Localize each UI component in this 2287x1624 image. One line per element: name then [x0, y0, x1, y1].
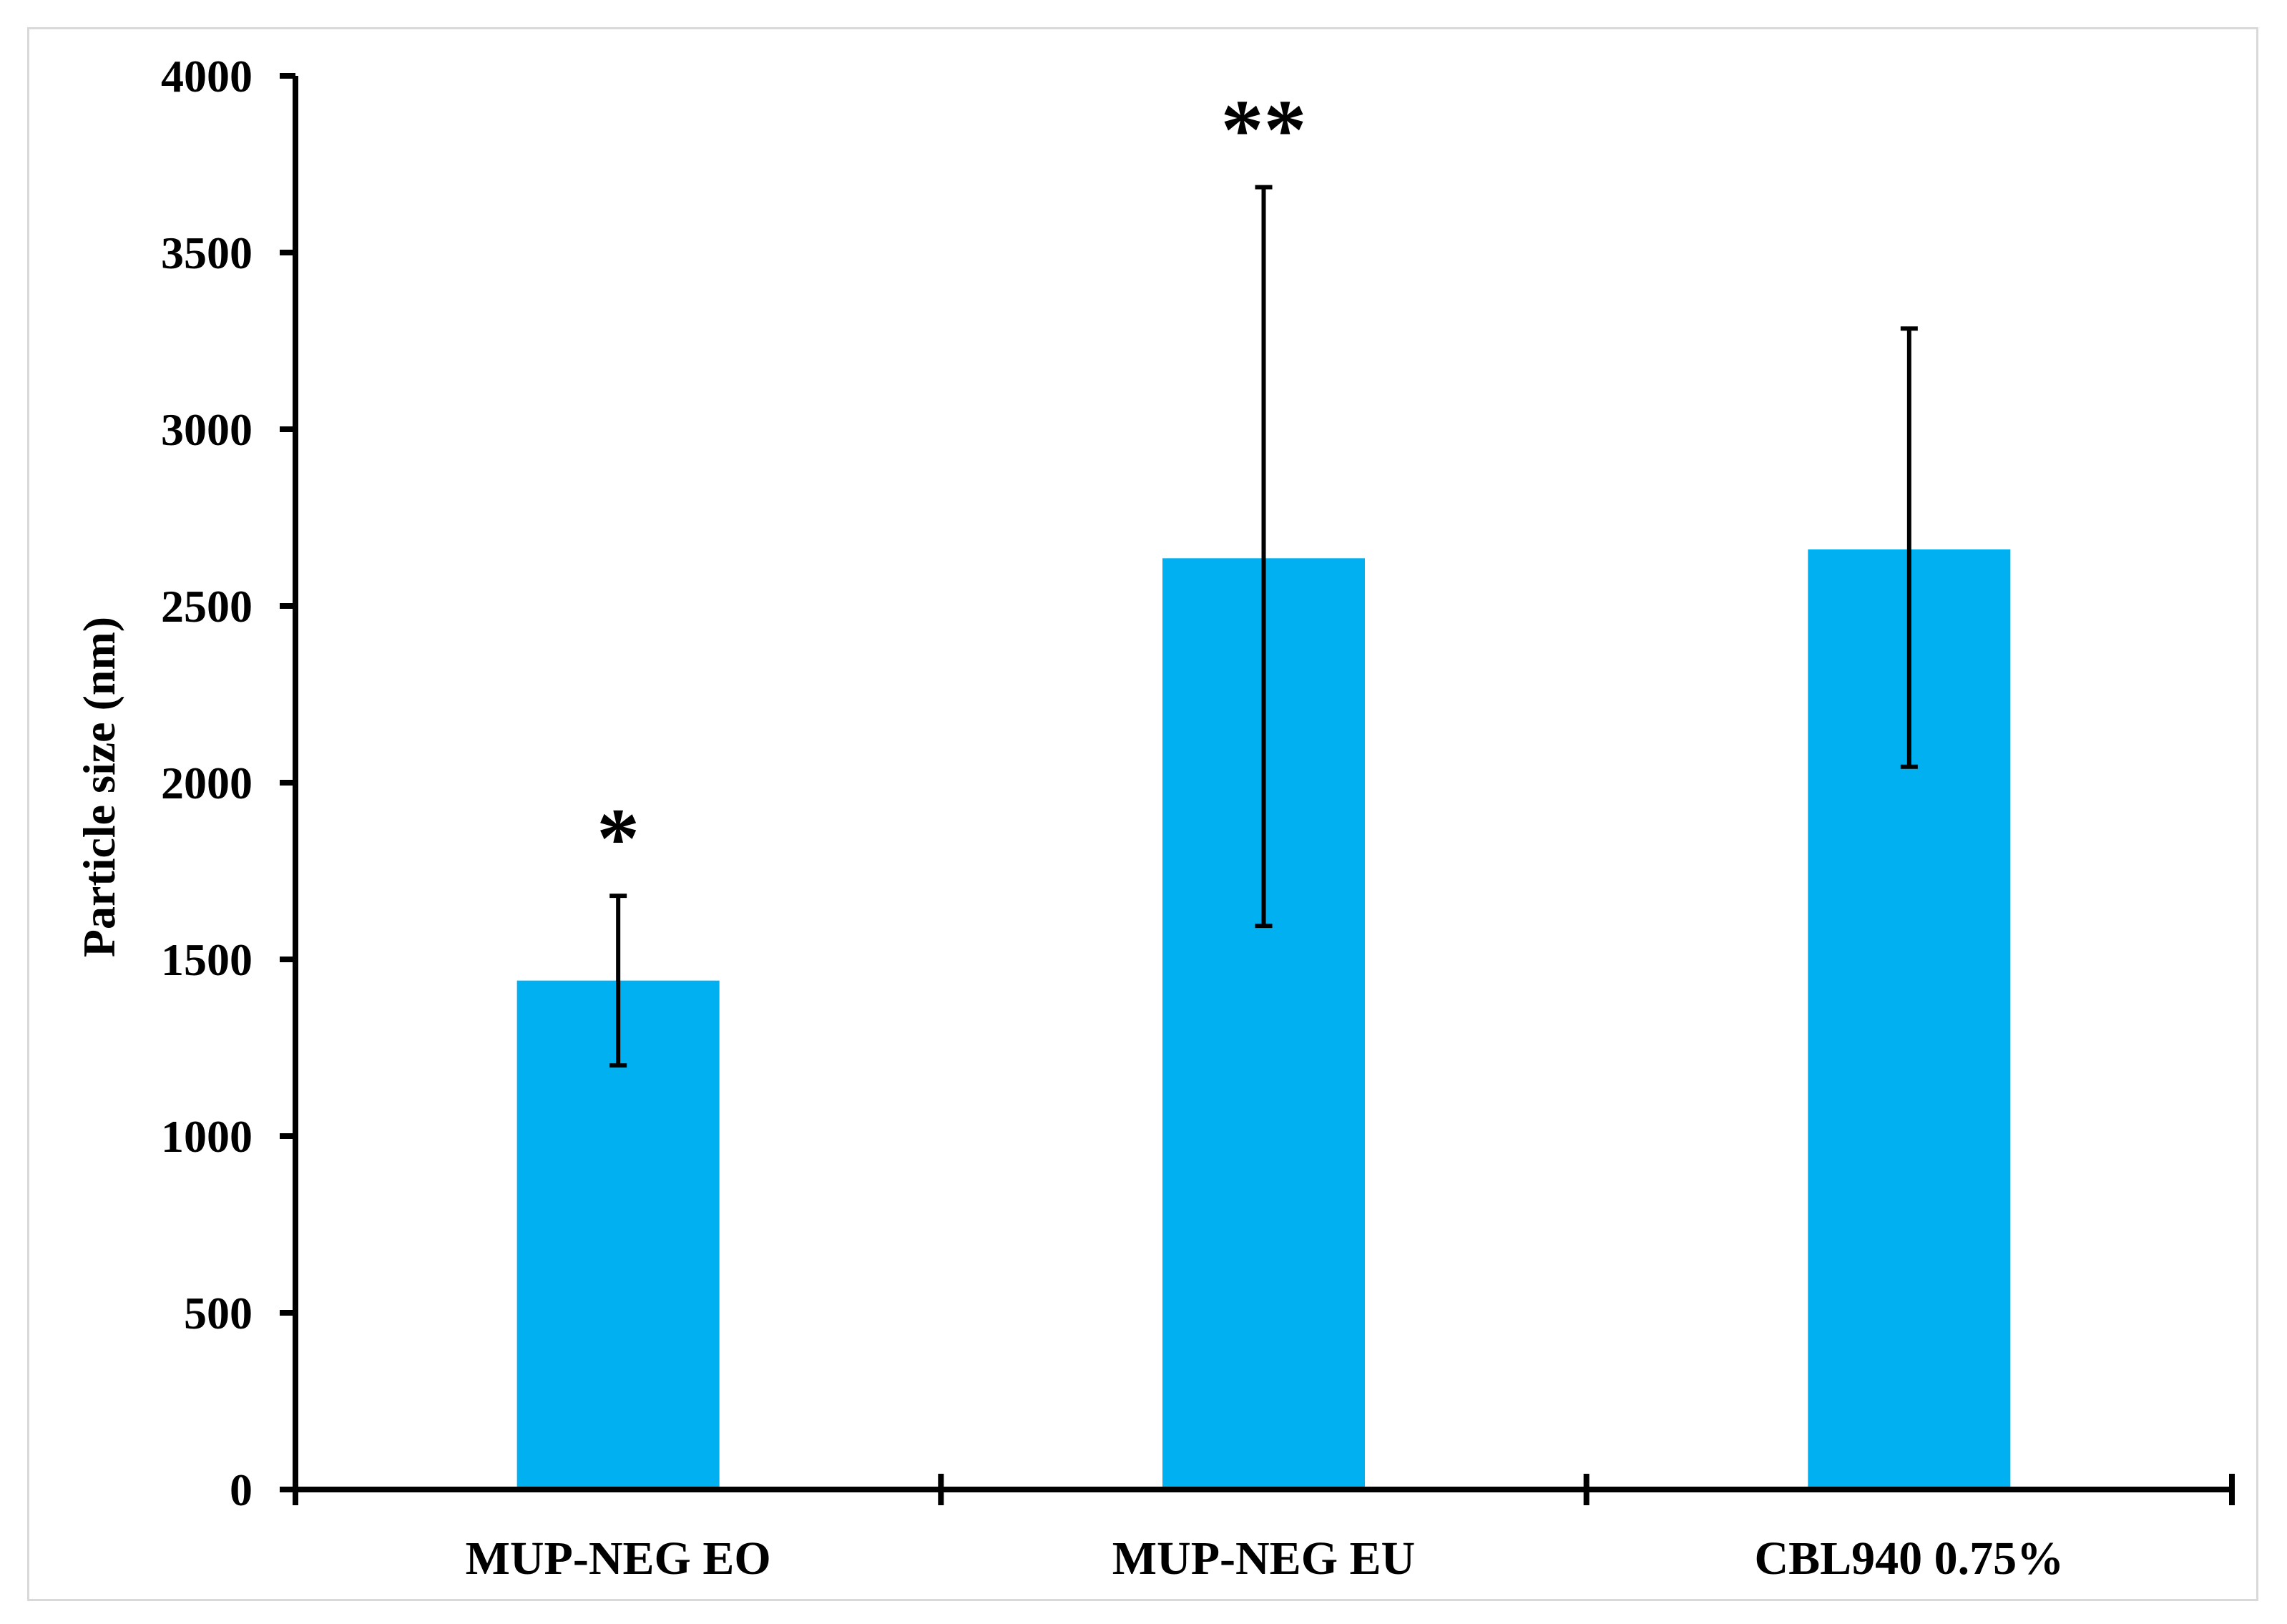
y-tick-label: 3500 [161, 228, 253, 278]
y-tick-label: 3000 [161, 404, 253, 455]
y-tick-label: 1000 [161, 1111, 253, 1162]
y-tick-label: 2500 [161, 581, 253, 632]
x-ticks-layer [293, 1474, 2235, 1505]
y-ticks-layer: 0 500 1000 1500 2000 2500 3000 3500 4000 [161, 51, 295, 1515]
labels-layer: MUP-NEG EO * MUP-NEG EU ** CBL940 0.75% [466, 82, 2065, 1585]
y-tick-label: 1500 [161, 934, 253, 985]
category-label: MUP-NEG EO [466, 1532, 771, 1585]
y-tick-label: 0 [230, 1464, 253, 1515]
error-bars-layer [609, 185, 1918, 1068]
y-tick-label: 2000 [161, 758, 253, 808]
y-axis-title: Particle size (nm) [74, 617, 124, 957]
y-tick-label: 4000 [161, 51, 253, 102]
category-label: CBL940 0.75% [1754, 1532, 2064, 1585]
category-label: MUP-NEG EU [1112, 1532, 1415, 1585]
significance-marker: ** [1221, 82, 1307, 177]
y-tick-label: 500 [184, 1288, 253, 1339]
significance-marker: * [597, 791, 640, 886]
